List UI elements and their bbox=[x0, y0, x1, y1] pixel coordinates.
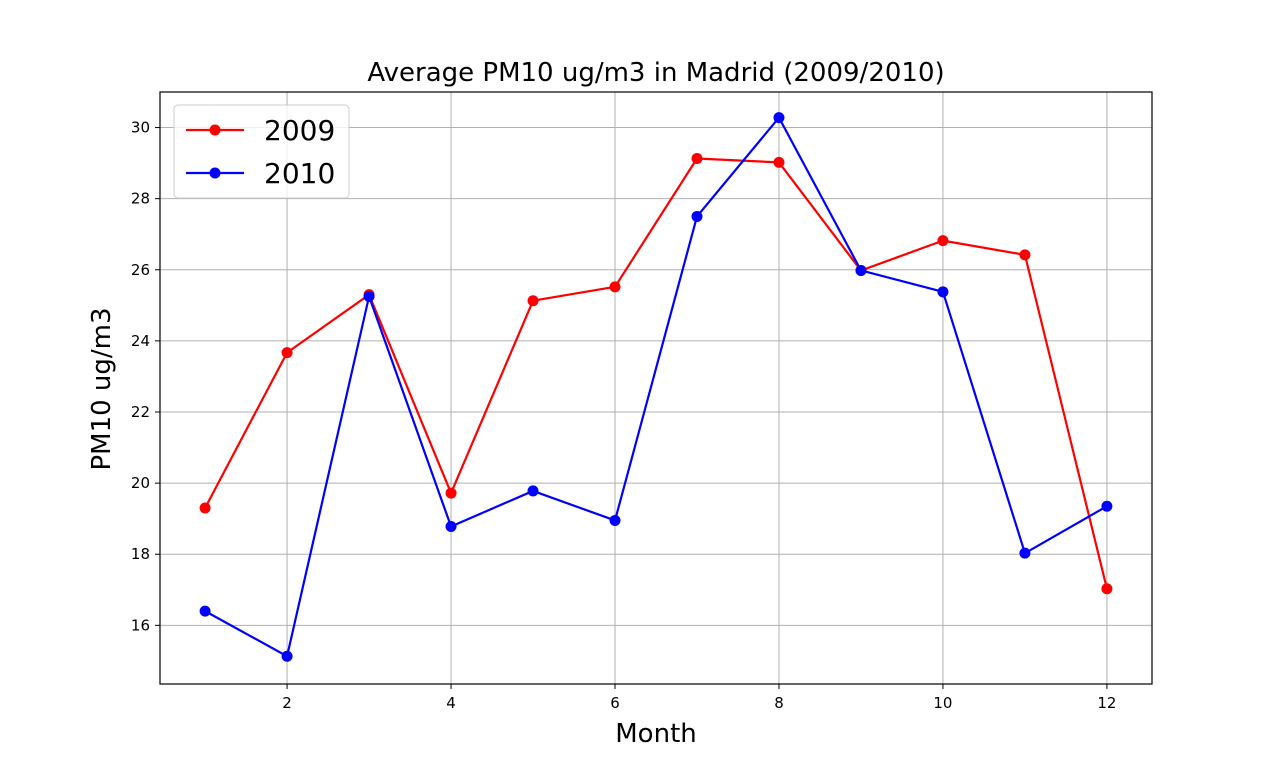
legend-label: 2009 bbox=[264, 114, 335, 147]
x-tick-label: 2 bbox=[282, 694, 292, 712]
data-point bbox=[1019, 249, 1031, 261]
data-point bbox=[773, 156, 785, 168]
series-layer bbox=[199, 112, 1113, 662]
data-point bbox=[937, 286, 949, 298]
x-tick-label: 4 bbox=[446, 694, 456, 712]
data-point bbox=[281, 347, 293, 359]
y-tick-label: 18 bbox=[131, 545, 150, 563]
data-point bbox=[1019, 547, 1031, 559]
data-point bbox=[609, 514, 621, 526]
data-point bbox=[609, 281, 621, 293]
x-tick-label: 8 bbox=[774, 694, 784, 712]
y-tick-label: 20 bbox=[131, 474, 150, 492]
data-point bbox=[363, 290, 375, 302]
x-axis-label: Month bbox=[615, 719, 697, 749]
data-point bbox=[1101, 583, 1113, 595]
series-line-2009 bbox=[204, 157, 1108, 589]
y-tick-label: 24 bbox=[131, 332, 150, 350]
y-tick-label: 16 bbox=[131, 616, 150, 634]
data-point bbox=[445, 520, 457, 532]
y-tick-label: 26 bbox=[131, 261, 150, 279]
legend-marker bbox=[209, 124, 221, 136]
data-point bbox=[199, 502, 211, 514]
legend-marker bbox=[209, 167, 221, 179]
data-point bbox=[937, 235, 949, 247]
chart-title: Average PM10 ug/m3 in Madrid (2009/2010) bbox=[367, 58, 944, 88]
data-point bbox=[445, 487, 457, 499]
data-point bbox=[855, 264, 867, 276]
data-point bbox=[1101, 500, 1113, 512]
y-axis-label: PM10 ug/m3 bbox=[87, 307, 117, 470]
y-tick-label: 28 bbox=[131, 190, 150, 208]
legend: 2009 2010 bbox=[173, 104, 350, 199]
x-tick-label: 12 bbox=[1097, 694, 1116, 712]
data-point bbox=[199, 605, 211, 617]
legend-label: 2010 bbox=[264, 157, 335, 190]
x-tick-label: 10 bbox=[933, 694, 952, 712]
data-point bbox=[773, 112, 785, 124]
data-point bbox=[527, 485, 539, 497]
y-tick-label: 30 bbox=[131, 119, 150, 137]
x-tick-label: 6 bbox=[610, 694, 620, 712]
grid-lines bbox=[160, 92, 1152, 684]
data-point bbox=[691, 152, 703, 164]
y-tick-label: 22 bbox=[131, 403, 150, 421]
plot-frame bbox=[159, 91, 1153, 685]
series-line-2010 bbox=[204, 116, 1108, 658]
data-point bbox=[527, 295, 539, 307]
data-point bbox=[691, 210, 703, 222]
series-2010 bbox=[199, 112, 1113, 662]
data-point bbox=[281, 650, 293, 662]
